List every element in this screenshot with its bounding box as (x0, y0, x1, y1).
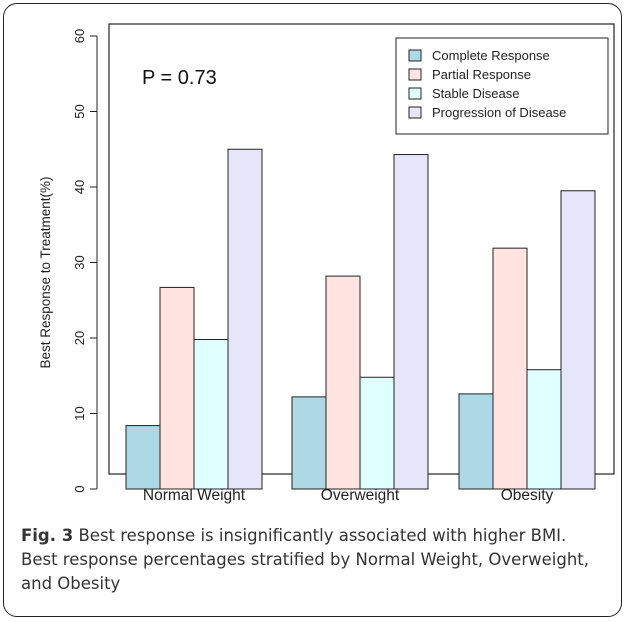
y-tick-label: 30 (72, 255, 87, 269)
legend-swatch (408, 49, 422, 62)
y-tick-label: 20 (72, 331, 87, 345)
bar-chart: 0 10 20 30 40 50 60 Normal Weight Overweight Obe… (38, 23, 615, 504)
caption-text: Best response is insignificantly associa… (21, 526, 589, 593)
bar (393, 154, 429, 490)
legend-label: Stable Disease (432, 86, 519, 101)
bar (193, 339, 229, 490)
bars-group (125, 148, 596, 490)
bar (291, 396, 327, 490)
figure-caption: Fig. 3 Best response is insignificantly … (21, 524, 606, 596)
y-axis: 0 10 20 30 40 50 60 (72, 29, 98, 493)
legend-label: Partial Response (432, 67, 531, 82)
y-axis-label: Best Response to Treatment(%) (38, 176, 53, 368)
legend-box (395, 37, 609, 135)
y-tick-label: 0 (72, 485, 87, 492)
legend: Complete Response Partial Response Stable … (395, 37, 609, 135)
x-axis: Normal Weight Overweight Obesity (143, 487, 554, 504)
bar (492, 247, 528, 490)
bar (526, 369, 562, 490)
bar (227, 148, 263, 490)
y-tick-label: 40 (72, 180, 87, 194)
legend-swatch (408, 106, 422, 119)
bar (359, 376, 395, 490)
y-tick-label: 50 (72, 104, 87, 118)
bar (159, 286, 195, 490)
y-tick-label: 10 (72, 406, 87, 420)
legend-swatch (408, 87, 422, 100)
bar (458, 393, 494, 490)
y-tick-label: 60 (72, 29, 87, 43)
caption-label: Fig. 3 (21, 526, 74, 545)
bar (325, 275, 361, 490)
bar (125, 425, 161, 490)
legend-label: Progression of Disease (432, 105, 566, 120)
legend-label: Complete Response (432, 48, 550, 63)
legend-swatch (408, 68, 422, 81)
figure-frame: 0 10 20 30 40 50 60 Normal Weight Overweight Obe… (3, 3, 622, 617)
bar (560, 190, 596, 490)
x-category-label: Overweight (321, 487, 400, 504)
p-value-annotation: P = 0.73 (142, 67, 217, 89)
x-category-label: Normal Weight (143, 487, 246, 504)
x-category-label: Obesity (501, 487, 554, 504)
